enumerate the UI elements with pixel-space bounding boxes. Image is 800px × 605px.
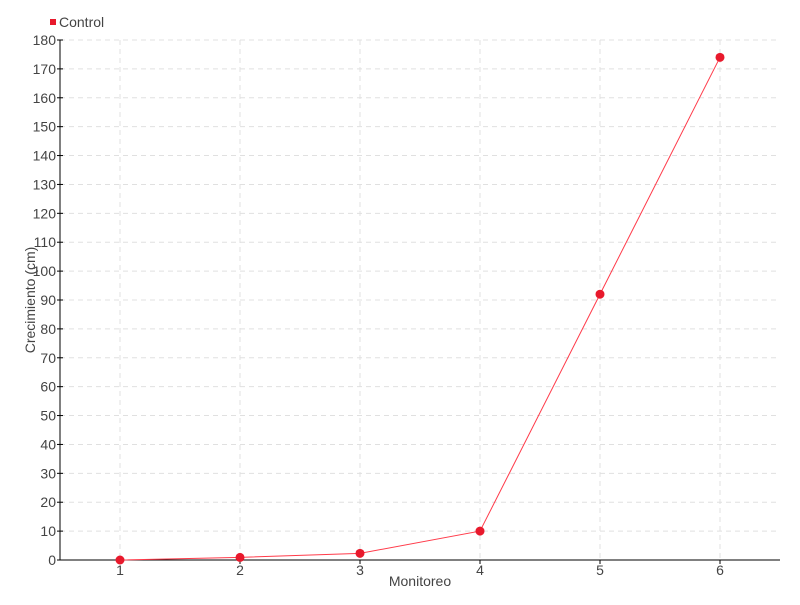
y-tick-label: 110 — [34, 234, 57, 250]
x-axis-label: Monitoreo — [389, 573, 451, 589]
y-tick-label: 130 — [33, 176, 57, 192]
series-control — [115, 52, 725, 565]
y-tick-label: 70 — [40, 350, 56, 366]
data-point — [475, 526, 485, 536]
y-tick-label: 20 — [40, 494, 56, 510]
data-point — [715, 52, 725, 62]
y-tick-label: 170 — [33, 61, 57, 77]
y-tick-label: 10 — [40, 523, 56, 539]
series-line — [119, 57, 721, 561]
y-tick-label: 100 — [33, 263, 57, 279]
y-tick-label: 180 — [33, 32, 57, 48]
axes: 0 10 20 30 40 50 60 70 80 90 100 110 120 130 140 150 160… — [33, 32, 780, 578]
x-tick-label: 5 — [596, 562, 604, 578]
y-tick-label: 150 — [33, 119, 57, 135]
x-tick-label: 4 — [476, 562, 484, 578]
y-tick-label: 40 — [40, 436, 56, 452]
y-tick-label: 160 — [33, 90, 57, 106]
x-tick-label: 2 — [236, 562, 244, 578]
legend-swatch-control — [50, 19, 56, 25]
data-point — [115, 555, 125, 565]
legend: Control — [50, 14, 104, 30]
data-point — [235, 552, 245, 562]
data-point — [595, 289, 605, 299]
grid — [60, 39, 780, 560]
y-tick-label: 30 — [40, 465, 56, 481]
y-tick-label: 50 — [40, 408, 56, 424]
legend-label-control: Control — [59, 14, 104, 30]
y-axis-label: Crecimiento (cm) — [22, 247, 38, 354]
data-point — [355, 548, 365, 558]
y-tick-label: 140 — [33, 148, 57, 164]
y-tick-label: 60 — [40, 379, 56, 395]
x-tick-label: 3 — [356, 562, 364, 578]
x-tick-label: 1 — [116, 562, 124, 578]
y-tick-label: 80 — [40, 321, 56, 337]
x-tick-label: 6 — [716, 562, 724, 578]
y-tick-label: 90 — [40, 292, 56, 308]
y-tick-label: 120 — [33, 205, 57, 221]
y-tick-label: 0 — [48, 552, 56, 568]
